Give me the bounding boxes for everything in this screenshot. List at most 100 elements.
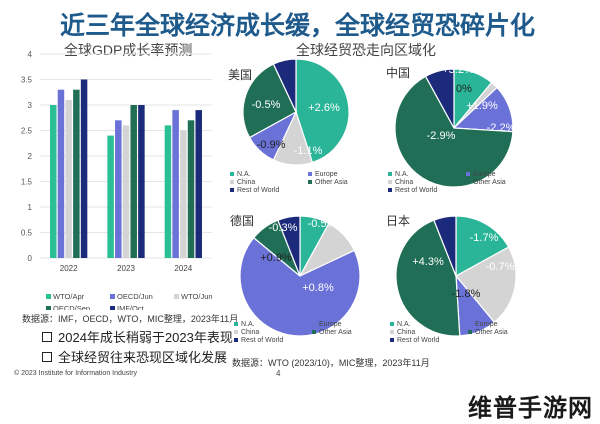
pie-data-label: -1.7% bbox=[470, 232, 499, 244]
pie-slice-na bbox=[295, 58, 350, 164]
pie-title-china: 中国 bbox=[386, 66, 411, 80]
checkbox-square-icon bbox=[42, 351, 52, 362]
bar-2022-wto-jun bbox=[65, 99, 72, 259]
x-tick-label: 2023 bbox=[117, 264, 135, 273]
pie-data-label: +3.2% bbox=[442, 64, 474, 76]
pie-legend-label: Rest of World bbox=[397, 337, 439, 344]
bullet-text-1: 2024年成长稍弱于2023年表现 bbox=[58, 330, 233, 345]
legend-swatch bbox=[174, 294, 179, 299]
x-tick-label: 2022 bbox=[60, 264, 78, 273]
pie-legend-label: China bbox=[395, 179, 413, 186]
pie-legend-swatch bbox=[388, 172, 392, 176]
page-title: 近三年全球经济成长缓，全球经贸恐碎片化 bbox=[60, 12, 536, 40]
pie-legend-label: China bbox=[237, 179, 255, 186]
pie-legend-swatch bbox=[468, 330, 472, 334]
pie-data-label: 0% bbox=[456, 83, 472, 95]
pie-data-label: -1.4% bbox=[286, 200, 315, 212]
bar-2023-wto-jun bbox=[122, 125, 130, 259]
pie-legend-label: Rest of World bbox=[237, 187, 279, 194]
pie-legend-label: N.A. bbox=[237, 171, 251, 178]
pie-legend-label: Other Asia bbox=[315, 179, 348, 186]
pie-slice-restofworld bbox=[433, 215, 457, 277]
y-tick-label: 1 bbox=[28, 203, 33, 212]
bar-2024-wto-jun bbox=[180, 130, 187, 258]
pie-data-label: -2.9% bbox=[427, 130, 456, 142]
pie-legend-swatch bbox=[230, 180, 234, 184]
pie-legend-swatch bbox=[234, 322, 238, 326]
pie-legend-swatch bbox=[230, 172, 234, 176]
pie-legend-label: N.A. bbox=[397, 321, 411, 328]
pie-legend-swatch bbox=[234, 330, 238, 334]
pie-slice-otherasia bbox=[242, 63, 297, 139]
y-tick-label: 0 bbox=[28, 254, 33, 263]
pie-data-label: -0.7% bbox=[486, 261, 515, 273]
pie-data-label: -0.9% bbox=[257, 139, 286, 151]
bullet-item-1: 2024年成长稍弱于2023年表现 bbox=[42, 327, 233, 346]
y-tick-label: 4 bbox=[28, 50, 33, 59]
pie-legend-swatch bbox=[312, 322, 316, 326]
pie-legend-swatch bbox=[466, 180, 470, 184]
pie-legend-label: Rest of World bbox=[241, 337, 283, 344]
pie-legend-swatch bbox=[390, 338, 394, 342]
legend-swatch bbox=[46, 294, 51, 299]
pie-data-label: -0.1% bbox=[442, 196, 471, 208]
pie-legend-label: Europe bbox=[475, 321, 498, 328]
pie-data-label: -0.1% bbox=[277, 56, 306, 61]
pie-data-label: +2.6% bbox=[308, 102, 340, 114]
pie-section-subtitle: 全球经贸恐走向区域化 bbox=[296, 42, 436, 58]
legend-label: OECD/Sep bbox=[53, 304, 90, 310]
legend-swatch bbox=[46, 306, 51, 310]
pie-data-label: -2.2% bbox=[487, 122, 516, 134]
pie-slice-restofworld bbox=[277, 215, 301, 277]
pie-legend-label: China bbox=[397, 329, 415, 336]
pie-slice-restofworld bbox=[272, 58, 297, 113]
pie-legend-swatch bbox=[390, 330, 394, 334]
bar-2024-wto-apr bbox=[164, 125, 172, 259]
pie-slice-na bbox=[455, 215, 510, 278]
pie-legend-label: Europe bbox=[319, 321, 342, 328]
pie-slice-restofworld bbox=[424, 68, 455, 129]
pie-legend-label: Europe bbox=[473, 171, 496, 178]
legend-label: IMF/Oct bbox=[117, 304, 145, 310]
bullet-item-2: 全球经贸往来恐现区域化发展 bbox=[42, 347, 227, 366]
legend-swatch bbox=[110, 294, 115, 299]
legend-swatch bbox=[110, 306, 115, 310]
y-tick-label: 1.5 bbox=[21, 178, 33, 187]
pie-data-label: +1.9% bbox=[466, 100, 498, 112]
bar-2022-wto-apr bbox=[50, 105, 57, 258]
y-tick-label: 0.5 bbox=[21, 229, 33, 238]
legend-label: WTO/Apr bbox=[53, 292, 85, 301]
pie-data-label: -0.3% bbox=[269, 222, 298, 234]
bar-2024-oecd-jun bbox=[172, 110, 179, 258]
pie-data-label: +4.3% bbox=[412, 256, 444, 268]
pie-legend-swatch bbox=[230, 188, 234, 192]
pie-legend-label: Other Asia bbox=[319, 329, 352, 336]
pie-title-germany: 德国 bbox=[230, 214, 255, 228]
pie-data-label: +0.9% bbox=[260, 252, 292, 264]
pie-legend-swatch bbox=[388, 180, 392, 184]
pie-slice-otherasia bbox=[394, 75, 514, 188]
pie-legend-label: Other Asia bbox=[475, 329, 508, 336]
bar-2023-wto-apr bbox=[107, 135, 114, 258]
pie-title-japan: 日本 bbox=[386, 214, 411, 228]
pie-legend-swatch bbox=[312, 330, 316, 334]
legend-label: OECD/Jun bbox=[117, 292, 153, 301]
y-tick-label: 2.5 bbox=[21, 127, 33, 136]
bar-2024-oecd-sep bbox=[187, 120, 195, 258]
pie-slice-otherasia bbox=[395, 219, 461, 337]
pie-legend-swatch bbox=[466, 172, 470, 176]
pie-legend-swatch bbox=[388, 188, 392, 192]
pie-legend-label: Other Asia bbox=[473, 179, 506, 186]
pie-legend-swatch bbox=[308, 172, 312, 176]
pie-title-us: 美国 bbox=[228, 68, 253, 82]
legend-label: WTO/Jun bbox=[181, 292, 213, 301]
watermark-text: 维普手游网 bbox=[468, 395, 593, 422]
pie-slice-china bbox=[455, 246, 517, 324]
pie-legend-label: Rest of World bbox=[395, 187, 437, 194]
pie-legend-swatch bbox=[390, 322, 394, 326]
pie-legend-swatch bbox=[308, 180, 312, 184]
pie-slice-europe bbox=[239, 236, 361, 337]
copyright-text: © 2023 Institute for Information Industr… bbox=[14, 370, 138, 377]
pie-legend-label: N.A. bbox=[241, 321, 255, 328]
pie-data-label: +0.8% bbox=[302, 282, 334, 294]
